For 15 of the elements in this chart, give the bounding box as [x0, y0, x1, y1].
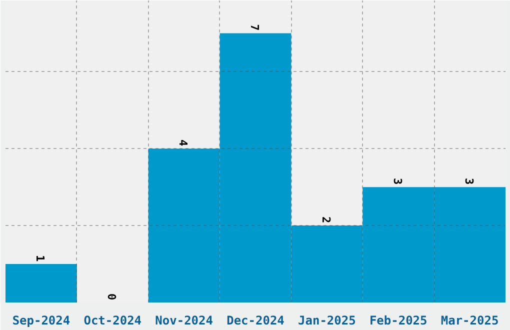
x-tick-label: Dec-2024 [226, 314, 284, 328]
x-tick-label: Jan-2025 [298, 314, 356, 328]
x-tick-label: Feb-2025 [369, 314, 428, 328]
data-label: 3 [462, 178, 476, 185]
data-label: 4 [176, 140, 190, 147]
x-tick-label: Oct-2024 [84, 314, 142, 328]
data-label: 3 [390, 178, 404, 185]
data-label: 1 [34, 254, 47, 262]
x-tick-label: Sep-2024 [12, 314, 70, 328]
x-tick-label: Mar-2025 [440, 314, 499, 328]
data-label: 2 [319, 216, 332, 224]
data-label: 0 [105, 293, 118, 300]
x-tick-label: Nov-2024 [155, 314, 213, 328]
data-label: 7 [248, 24, 261, 31]
bar [6, 264, 77, 302]
